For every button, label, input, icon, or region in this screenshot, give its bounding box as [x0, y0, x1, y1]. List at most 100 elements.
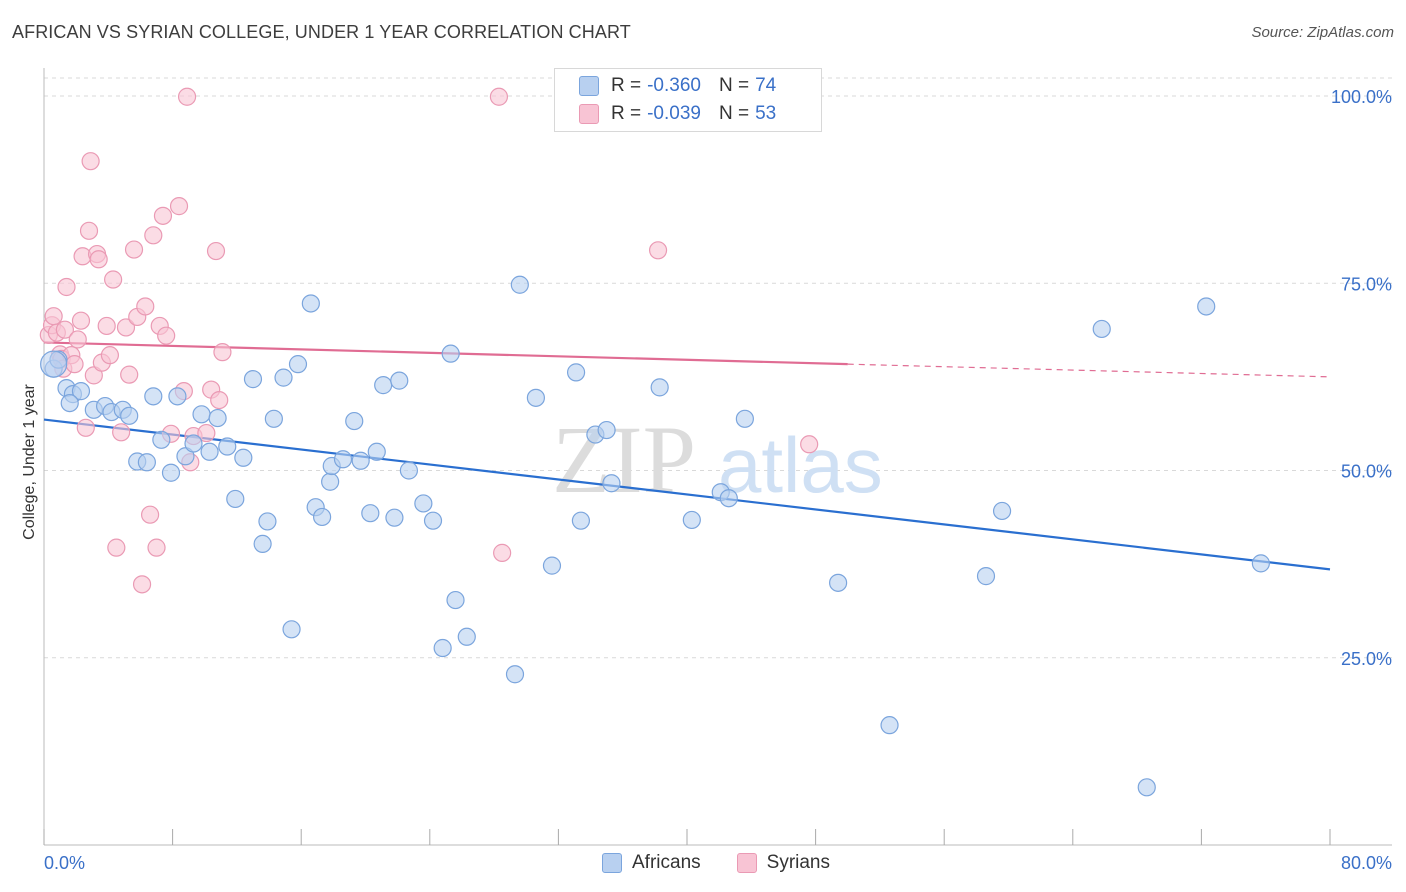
africans-point	[735, 409, 754, 428]
legend-row-syrians: R = -0.039 N = 53	[579, 103, 776, 125]
africans-point	[120, 406, 139, 425]
y-tick-label: 25.0%	[1341, 649, 1392, 669]
y-tick-label: 50.0%	[1341, 462, 1392, 482]
correlation-legend: R = -0.360 N = 74 R = -0.039 N = 53	[554, 68, 822, 132]
syrians-point	[120, 365, 139, 384]
syrians-point	[65, 355, 84, 374]
africans-n-value: 74	[755, 75, 777, 96]
syrians-point	[493, 543, 512, 562]
africans-point	[446, 590, 465, 610]
watermark-zip: ZIP	[552, 406, 696, 513]
syrians-point	[157, 326, 176, 345]
africans-point	[682, 510, 701, 530]
syrians-point	[197, 423, 216, 443]
syrians-swatch	[579, 104, 599, 124]
syrians-point	[68, 330, 87, 349]
africans-point	[367, 442, 386, 461]
syrians-point	[81, 152, 100, 171]
africans-r-value: -0.360	[647, 75, 701, 96]
africans-legend-label: Africans	[632, 852, 701, 873]
africans-point	[374, 376, 393, 395]
africans-point	[571, 511, 591, 530]
syrians-point	[206, 241, 226, 261]
africans-point	[457, 627, 476, 646]
africans-point	[650, 378, 669, 397]
syrians-point	[144, 226, 163, 245]
legend-n-label: N =	[718, 103, 750, 124]
legend-r-label: R =	[611, 75, 642, 96]
syrians-point	[124, 240, 144, 259]
africans-point	[288, 355, 308, 374]
africans-point	[385, 508, 404, 527]
africans-point	[441, 344, 460, 363]
syrians-point	[169, 197, 189, 216]
syrians-point	[55, 320, 74, 339]
syrians-point	[648, 241, 668, 260]
africans-point	[243, 370, 263, 389]
africans-point	[510, 275, 529, 294]
africans-point	[168, 387, 187, 406]
africans-point	[333, 450, 353, 469]
watermark-atlas: atlas	[718, 421, 883, 509]
syrians-point	[132, 575, 152, 594]
africans-point	[137, 453, 156, 472]
legend-row-africans: R = -0.360 N = 74	[579, 75, 776, 97]
africans-point	[976, 567, 996, 586]
y-axis-label: College, Under 1 year	[21, 384, 38, 540]
syrians-point	[800, 435, 819, 454]
syrians-point	[107, 538, 126, 557]
africans-point	[274, 368, 293, 387]
syrians-point	[136, 297, 155, 316]
syrians-point	[44, 307, 63, 326]
syrians-point	[489, 87, 509, 106]
africans-point	[602, 474, 621, 493]
syrians-point	[71, 311, 91, 330]
source-label: Source: ZipAtlas.com	[1251, 24, 1394, 41]
y-tick-label: 75.0%	[1341, 274, 1392, 294]
syrians-legend-swatch	[736, 853, 757, 873]
syrians-legend-label: Syrians	[766, 852, 830, 873]
africans-point	[390, 371, 409, 390]
africans-point	[301, 294, 320, 313]
legend-n-label: N =	[718, 75, 750, 96]
africans-point	[361, 504, 380, 523]
africans-point	[234, 448, 253, 467]
africans-point	[880, 716, 899, 735]
africans-point	[399, 461, 419, 480]
series-legend: Africans Syrians	[602, 852, 866, 874]
africans-point	[351, 451, 370, 470]
africans-point	[161, 463, 181, 482]
legend-item-africans[interactable]: Africans	[602, 852, 701, 874]
africans-point	[321, 472, 340, 491]
y-tick-label: 100.0%	[1331, 87, 1392, 107]
syrians-point	[89, 250, 108, 269]
syrians-point	[104, 270, 123, 289]
africans-point	[1092, 319, 1111, 339]
syrians-point	[116, 318, 136, 337]
africans-point	[526, 388, 545, 407]
syrians-point	[210, 390, 229, 410]
syrians-point	[79, 221, 99, 240]
syrians-point	[177, 87, 197, 106]
syrians-point	[76, 418, 95, 437]
syrians-point	[97, 316, 116, 336]
africans-point	[345, 411, 364, 431]
gridlines	[44, 77, 1392, 659]
africans-point	[1251, 554, 1270, 573]
x-tick-label-max: 80.0%	[1341, 853, 1392, 873]
syrians-point	[153, 206, 173, 225]
africans-point	[1137, 778, 1156, 797]
africans-point	[184, 434, 203, 453]
africans-point	[282, 620, 301, 639]
africans-point	[992, 501, 1012, 521]
syrians-point	[112, 423, 131, 442]
africans-point	[423, 511, 443, 530]
africans-point	[597, 420, 616, 440]
africans-point	[414, 494, 433, 513]
africans-point	[208, 408, 227, 428]
africans-point	[218, 437, 237, 456]
syrians-point	[100, 346, 120, 365]
africans-point	[60, 393, 79, 413]
legend-item-syrians[interactable]: Syrians	[736, 852, 830, 874]
africans-point	[200, 442, 219, 461]
